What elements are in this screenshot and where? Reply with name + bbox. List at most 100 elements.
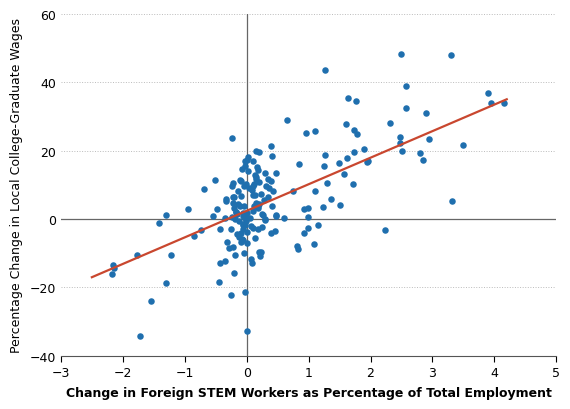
Point — [147, 298, 156, 304]
Point — [210, 178, 219, 184]
Point — [256, 191, 265, 198]
Point — [264, 185, 274, 192]
Point — [249, 182, 258, 188]
Point — [135, 333, 144, 340]
Point — [227, 135, 237, 142]
Point — [261, 216, 270, 222]
Point — [402, 106, 411, 112]
Point — [326, 197, 335, 203]
Point — [415, 151, 424, 157]
Point — [228, 194, 237, 201]
Point — [300, 230, 309, 237]
Point — [246, 216, 255, 222]
Point — [360, 146, 369, 153]
Point — [222, 239, 231, 246]
Point — [228, 201, 237, 207]
Point — [238, 213, 247, 219]
Point — [348, 181, 357, 187]
Point — [401, 83, 410, 90]
Point — [248, 158, 257, 165]
Point — [251, 174, 260, 180]
Point — [243, 154, 253, 160]
Point — [253, 164, 262, 171]
Point — [242, 218, 251, 224]
Point — [243, 328, 252, 335]
Point — [215, 226, 225, 232]
Point — [254, 167, 263, 174]
Point — [240, 183, 249, 190]
Point — [267, 204, 276, 210]
Point — [304, 225, 313, 232]
Point — [259, 198, 268, 204]
Y-axis label: Percentage Change in Local College-Graduate Wages: Percentage Change in Local College-Gradu… — [10, 18, 23, 353]
Point — [239, 250, 249, 256]
Point — [239, 237, 248, 244]
Point — [233, 231, 242, 238]
Point — [267, 178, 276, 185]
Point — [246, 223, 255, 230]
Point — [235, 204, 245, 210]
Point — [266, 231, 275, 237]
X-axis label: Change in Foreign STEM Workers as Percentage of Total Employment: Change in Foreign STEM Workers as Percen… — [66, 387, 552, 399]
Point — [215, 261, 225, 267]
Point — [252, 201, 261, 207]
Point — [240, 204, 249, 210]
Point — [109, 265, 118, 272]
Point — [300, 206, 309, 213]
Point — [310, 128, 319, 135]
Point — [246, 256, 255, 263]
Point — [318, 204, 327, 211]
Point — [483, 90, 492, 97]
Point — [249, 203, 258, 210]
Point — [108, 271, 117, 277]
Point — [241, 289, 250, 295]
Point — [303, 214, 312, 221]
Point — [238, 210, 247, 217]
Point — [235, 218, 244, 225]
Point — [238, 236, 247, 243]
Point — [240, 215, 249, 222]
Point — [249, 184, 258, 190]
Point — [236, 239, 245, 245]
Point — [267, 153, 276, 160]
Point — [335, 160, 344, 167]
Point — [242, 157, 251, 164]
Point — [249, 209, 258, 215]
Point — [230, 216, 239, 222]
Point — [228, 181, 237, 187]
Point — [221, 258, 230, 265]
Point — [262, 184, 271, 190]
Point — [238, 222, 247, 228]
Point — [250, 235, 259, 242]
Point — [232, 211, 241, 218]
Point — [419, 157, 428, 164]
Point — [260, 170, 270, 177]
Point — [238, 226, 247, 232]
Point — [314, 222, 323, 229]
Point — [270, 228, 279, 235]
Point — [254, 226, 263, 232]
Point — [227, 292, 236, 299]
Point — [244, 169, 253, 175]
Point — [229, 195, 238, 201]
Point — [256, 249, 265, 256]
Point — [293, 246, 302, 252]
Point — [271, 213, 280, 219]
Point — [446, 53, 455, 60]
Point — [425, 137, 434, 143]
Point — [235, 235, 244, 241]
Point — [255, 253, 264, 260]
Point — [248, 225, 257, 232]
Point — [340, 172, 349, 178]
Point — [349, 127, 359, 134]
Point — [363, 159, 372, 166]
Point — [238, 221, 247, 227]
Point — [213, 207, 222, 213]
Point — [252, 203, 261, 210]
Point — [302, 130, 311, 137]
Point — [255, 201, 264, 208]
Point — [252, 176, 261, 182]
Point — [184, 206, 193, 212]
Point — [271, 212, 280, 219]
Point — [352, 132, 361, 138]
